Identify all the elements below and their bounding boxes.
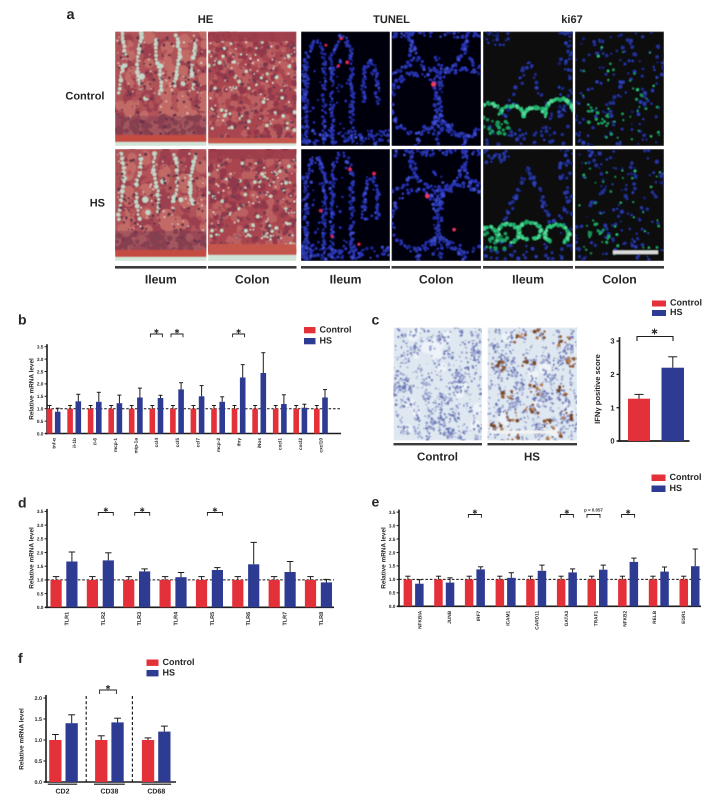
svg-text:HE: HE — [198, 14, 214, 26]
svg-text:Control: Control — [65, 91, 104, 103]
svg-text:TUNEL: TUNEL — [373, 14, 410, 26]
svg-text:ki67: ki67 — [561, 14, 582, 26]
svg-text:HS: HS — [90, 198, 105, 210]
svg-text:a: a — [67, 7, 76, 23]
